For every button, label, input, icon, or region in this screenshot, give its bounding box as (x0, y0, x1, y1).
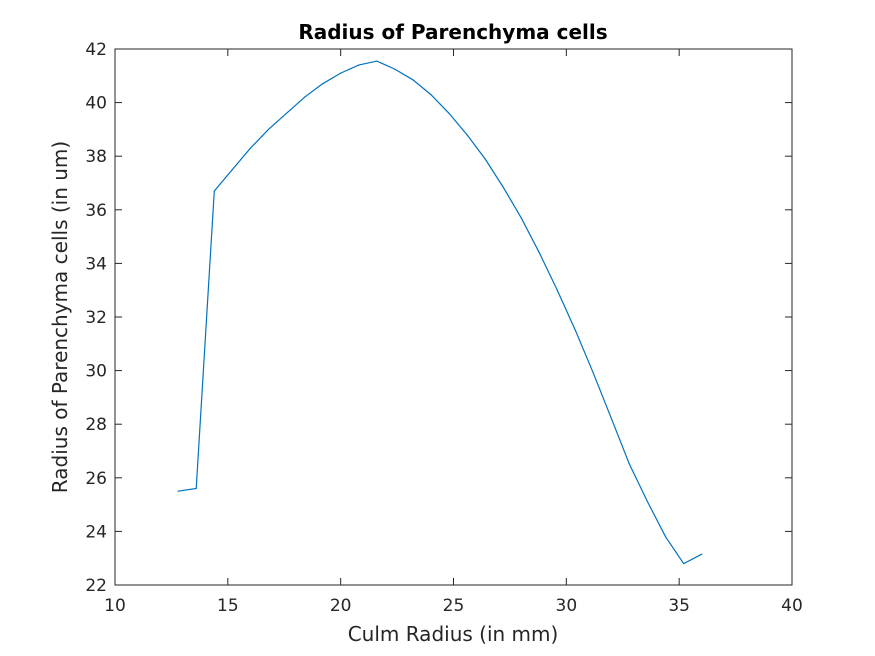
data-point (448, 112, 450, 114)
data-point (701, 553, 703, 555)
data-point (394, 68, 396, 70)
y-tick-label: 30 (85, 362, 107, 382)
series-line (178, 60, 702, 565)
data-point (412, 79, 414, 81)
x-tick-label: 30 (556, 596, 578, 616)
data-point (430, 93, 432, 96)
data-point (484, 158, 486, 160)
y-tick-label: 34 (85, 254, 107, 274)
data-point (376, 60, 378, 62)
data-point (285, 112, 288, 114)
data-point (628, 463, 631, 465)
data-point (358, 64, 360, 66)
x-tick-label: 25 (443, 596, 465, 616)
y-tick-label: 38 (85, 147, 107, 167)
data-point (665, 536, 667, 538)
data-point (267, 128, 270, 130)
series-layer (177, 60, 703, 565)
x-tick-label: 20 (330, 596, 352, 616)
data-point (177, 490, 179, 492)
y-tick-label: 42 (85, 40, 107, 60)
axis-ticks (114, 48, 793, 586)
data-point (683, 562, 685, 565)
data-point (610, 418, 613, 420)
data-point (556, 289, 558, 291)
data-point (249, 147, 251, 149)
data-point (538, 252, 540, 254)
plot-area (114, 48, 793, 586)
data-point (466, 134, 468, 136)
y-tick-label: 40 (85, 94, 107, 114)
tick-labels: 10 15 20 25 30 35 40 22 24 26 28 30 32 34 36 38 40 42 (85, 40, 802, 616)
y-axis-label: Radius of Parenchyma cells (in um) (48, 141, 72, 493)
x-tick-label: 35 (668, 596, 690, 616)
data-point (574, 329, 576, 331)
data-point (646, 501, 649, 503)
x-axis-label: Culm Radius (in mm) (348, 622, 559, 646)
data-point (303, 96, 306, 98)
data-point (502, 186, 504, 188)
data-point (213, 190, 215, 192)
y-tick-label: 22 (85, 576, 107, 596)
x-tick-label: 15 (217, 596, 239, 616)
x-tick-label: 10 (104, 596, 126, 616)
y-tick-label: 36 (85, 201, 107, 221)
data-point (231, 169, 233, 171)
data-point (592, 372, 595, 374)
y-tick-label: 32 (85, 308, 107, 328)
data-point (322, 83, 324, 85)
y-tick-label: 28 (85, 415, 107, 435)
y-tick-label: 26 (85, 469, 107, 489)
data-point (340, 72, 342, 74)
y-tick-label: 24 (85, 522, 107, 542)
chart-title: Radius of Parenchyma cells (298, 20, 607, 44)
data-point (195, 487, 197, 490)
x-tick-label: 40 (781, 596, 803, 616)
data-point (520, 217, 522, 219)
